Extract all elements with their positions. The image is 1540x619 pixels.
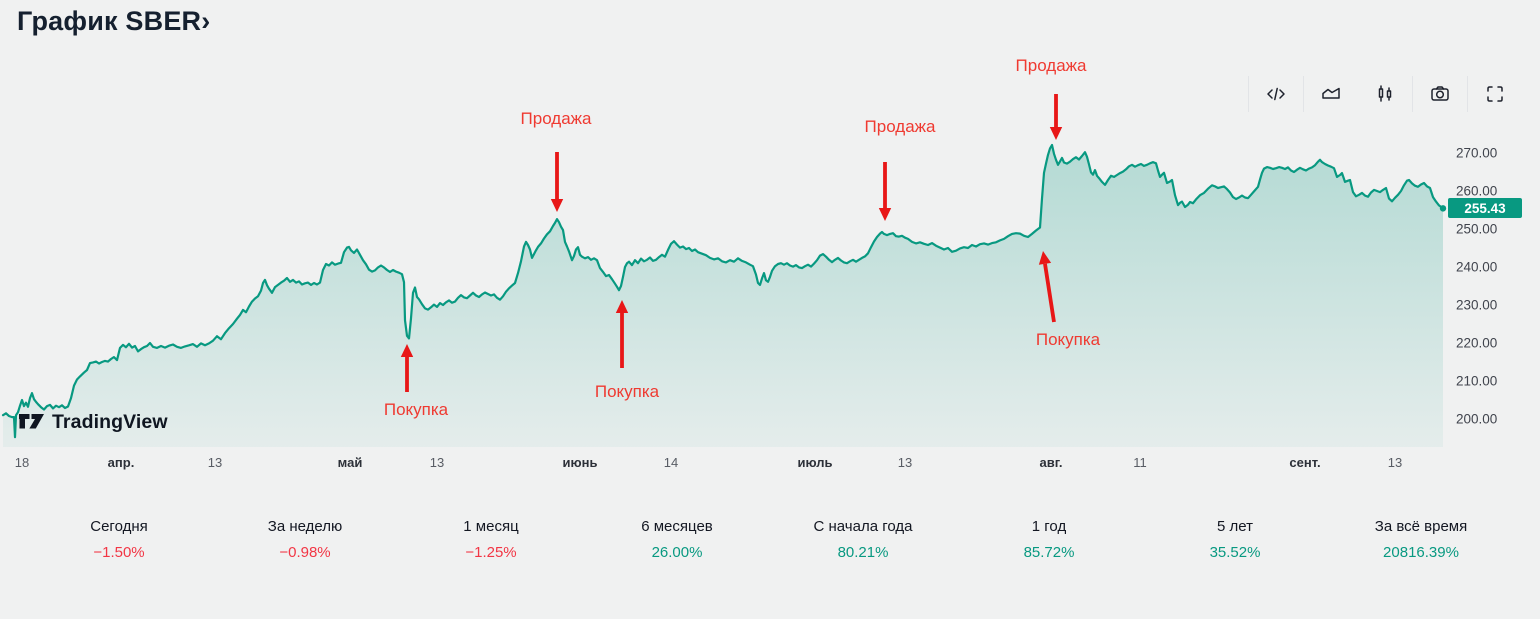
time-axis-label: июнь [562,455,598,470]
time-axis-label: 18 [14,455,30,470]
stat-period-label: За всё время [1374,518,1468,535]
last-price-badge: 255.43 [1448,198,1522,219]
time-axis-label: май [337,455,363,470]
price-axis-label: 230.00 [1456,297,1498,313]
annotation-label: Покупка [383,400,449,419]
tradingview-logo-icon [19,414,44,429]
stat-change-value: 20816.39% [1383,544,1459,561]
stat-item: С начала года 80.21% [770,518,956,561]
stat-change-value: −1.25% [465,544,517,561]
candles-style-button[interactable] [1358,72,1412,116]
annotation-label: Продажа [864,117,936,136]
price-axis-label: 270.00 [1456,145,1498,161]
annotation-label: Покупка [1035,330,1101,349]
annotation-label: Продажа [1015,56,1087,75]
page-title[interactable]: График SBER› [17,6,211,36]
annotation-label: Продажа [520,109,592,128]
price-axis-label: 250.00 [1456,221,1498,237]
stat-change-value: −0.98% [279,544,331,561]
time-axis-label: июль [797,455,833,470]
area-chart-icon [1322,87,1340,99]
camera-icon [1431,86,1449,101]
stat-change-value: 85.72% [1023,544,1075,561]
time-axis-label: 13 [429,455,445,470]
fullscreen-icon [1487,86,1503,102]
time-axis-label: 14 [663,455,679,470]
code-icon [1267,87,1285,101]
price-axis-label: 200.00 [1456,411,1498,427]
stat-item: Сегодня −1.50% [26,518,212,561]
time-axis-label: апр. [107,455,135,470]
stat-period-label: 5 лет [1217,518,1253,535]
stat-period-label: За неделю [267,518,343,535]
price-axis-label: 260.00 [1456,183,1498,199]
area-style-button[interactable] [1304,72,1358,116]
stat-item: 1 год 85.72% [956,518,1142,561]
time-axis-label: 13 [897,455,913,470]
stat-period-label: Сегодня [90,518,148,535]
stat-period-label: С начала года [813,518,913,535]
stat-item: За неделю −0.98% [212,518,398,561]
toolbar-separator [1412,76,1413,112]
chart-canvas[interactable] [0,60,1445,448]
annotation-label: Покупка [594,382,660,401]
candlestick-icon [1378,85,1392,102]
time-axis-label: авг. [1039,455,1063,470]
fullscreen-button[interactable] [1468,72,1522,116]
stat-change-value: −1.50% [93,544,145,561]
stat-period-label: 6 месяцев [641,518,713,535]
chart-toolbar [1248,72,1522,116]
tradingview-logo[interactable]: TradingView [18,411,168,434]
stat-item: 5 лет 35.52% [1142,518,1328,561]
time-axis-label: сент. [1289,455,1321,470]
stat-change-value: 26.00% [651,544,703,561]
time-axis-label: 13 [1387,455,1403,470]
stat-change-value: 35.52% [1209,544,1261,561]
stat-item: За всё время 20816.39% [1328,518,1514,561]
toolbar-separator [1303,76,1304,112]
stat-change-value: 80.21% [837,544,889,561]
stat-period-label: 1 месяц [463,518,519,535]
price-axis-label: 210.00 [1456,373,1498,389]
time-axis-label: 13 [207,455,223,470]
toolbar-separator [1248,76,1249,112]
performance-stats-row: Сегодня −1.50% За неделю −0.98% 1 месяц −1.25… [0,518,1540,561]
tradingview-logo-text: TradingView [52,411,168,433]
stat-period-label: 1 год [1031,518,1067,535]
embed-code-button[interactable] [1249,72,1303,116]
time-axis-label: 11 [1133,455,1147,470]
stat-item: 1 месяц −1.25% [398,518,584,561]
price-axis-label: 220.00 [1456,335,1498,351]
stat-item: 6 месяцев 26.00% [584,518,770,561]
snapshot-button[interactable] [1413,72,1467,116]
price-axis-label: 240.00 [1456,259,1498,275]
toolbar-separator [1467,76,1468,112]
